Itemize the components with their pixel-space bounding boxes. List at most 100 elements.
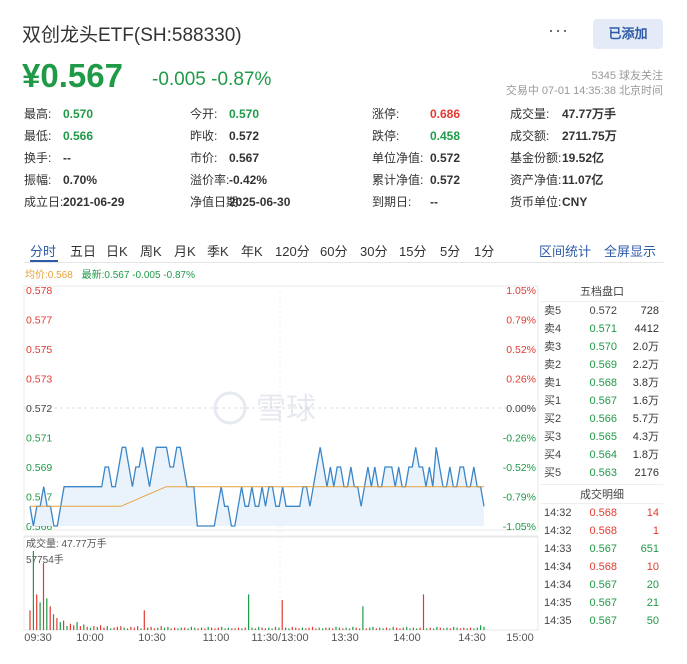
trade-details-title: 成交明细 xyxy=(541,484,663,504)
x-tick: 14:00 xyxy=(393,632,421,644)
tab-8[interactable]: 60分 xyxy=(320,241,347,260)
order-book-level: 买4 xyxy=(544,446,561,464)
y-pct-tick: 0.26% xyxy=(506,374,536,386)
trade-status: 交易中 07-01 14:35:38 北京时间 xyxy=(506,82,663,98)
tab-0[interactable]: 分时 xyxy=(30,241,56,260)
order-book-row: 卖3 0.570 2.0万 xyxy=(541,338,663,356)
tab-3[interactable]: 周K xyxy=(140,241,162,260)
trade-time: 14:33 xyxy=(544,540,572,558)
quote-label: 货币单位: xyxy=(510,194,561,210)
quote-value: 11.07亿 xyxy=(562,172,603,188)
tab-9[interactable]: 30分 xyxy=(360,241,387,260)
trade-price: 0.567 xyxy=(587,540,617,558)
trade-qty: 20 xyxy=(647,576,659,594)
order-book-qty: 1.6万 xyxy=(633,392,659,410)
y-price-tick: 0.578 xyxy=(26,285,52,297)
trade-row: 14:33 0.567 651 xyxy=(541,540,663,558)
interval-stats-link[interactable]: 区间统计 xyxy=(539,241,591,260)
more-options-button[interactable]: ··· xyxy=(548,22,569,38)
tab-4[interactable]: 月K xyxy=(174,241,196,260)
y-price-tick: 0.577 xyxy=(26,315,52,327)
order-book-price: 0.566 xyxy=(587,410,617,428)
tab-1[interactable]: 五日 xyxy=(70,241,96,260)
order-book-row: 买2 0.566 5.7万 xyxy=(541,410,663,428)
tab-10[interactable]: 15分 xyxy=(399,241,426,260)
active-tab-underline xyxy=(30,260,58,262)
x-tick: 15:00 xyxy=(506,632,534,644)
tab-5[interactable]: 季K xyxy=(207,241,229,260)
trade-row: 14:32 0.568 1 xyxy=(541,522,663,540)
y-price-tick: 0.571 xyxy=(26,433,52,445)
follower-count[interactable]: 5345 球友关注 xyxy=(591,67,663,83)
volume-max-label: 57754手 xyxy=(26,553,64,566)
order-book-row: 卖4 0.571 4412 xyxy=(541,320,663,338)
order-book-qty: 1.8万 xyxy=(633,446,659,464)
tab-12[interactable]: 1分 xyxy=(474,241,494,260)
order-book-level: 买2 xyxy=(544,410,561,428)
current-price: ¥0.567 xyxy=(22,56,123,96)
quote-value: 2711.75万 xyxy=(562,128,617,144)
order-book-qty: 4412 xyxy=(635,320,659,338)
x-tick: 14:30 xyxy=(458,632,486,644)
order-book-level: 卖2 xyxy=(544,356,561,374)
trade-qty: 14 xyxy=(647,504,659,522)
x-tick: 10:00 xyxy=(76,632,104,644)
trade-time: 14:32 xyxy=(544,504,572,522)
trade-qty: 10 xyxy=(647,558,659,576)
trade-row: 14:32 0.568 14 xyxy=(541,504,663,522)
tab-11[interactable]: 5分 xyxy=(440,241,460,260)
quote-label: 累计净值: xyxy=(372,172,423,188)
trade-price: 0.567 xyxy=(587,576,617,594)
trade-price: 0.568 xyxy=(587,504,617,522)
quote-label: 昨收: xyxy=(190,128,217,144)
quote-value: 0.572 xyxy=(430,172,460,188)
order-book-row: 买1 0.567 1.6万 xyxy=(541,392,663,410)
quote-label: 今开: xyxy=(190,106,217,122)
tab-7[interactable]: 120分 xyxy=(275,241,310,260)
y-pct-tick: -1.05% xyxy=(503,521,536,533)
intraday-chart[interactable]: 0.578 0.577 0.575 0.573 0.572 0.571 0.569 0.567… xyxy=(0,278,540,664)
quote-value: 2021-06-29 xyxy=(63,194,124,210)
order-book-qty: 2176 xyxy=(635,464,659,482)
quote-label: 振幅: xyxy=(24,172,51,188)
trade-price: 0.568 xyxy=(587,522,617,540)
order-book-level: 卖3 xyxy=(544,338,561,356)
trade-details: 成交明细 14:32 0.568 14 14:32 0.568 1 14:33 0.567 65… xyxy=(541,484,663,630)
trade-price: 0.567 xyxy=(587,612,617,630)
quote-value: 0.686 xyxy=(430,106,460,122)
tab-2[interactable]: 日K xyxy=(106,241,128,260)
y-price-tick: 0.567 xyxy=(26,492,52,504)
order-book-level: 卖5 xyxy=(544,302,561,320)
order-book-price: 0.568 xyxy=(587,374,617,392)
quote-label: 成立日: xyxy=(24,194,63,210)
tab-6[interactable]: 年K xyxy=(241,241,263,260)
trade-price: 0.568 xyxy=(587,558,617,576)
order-book-price: 0.569 xyxy=(587,356,617,374)
order-book-price: 0.564 xyxy=(587,446,617,464)
trade-time: 14:32 xyxy=(544,522,572,540)
trade-qty: 1 xyxy=(653,522,659,540)
trade-time: 14:35 xyxy=(544,594,572,612)
fullscreen-link[interactable]: 全屏显示 xyxy=(604,241,656,260)
quote-label: 市价: xyxy=(190,150,217,166)
quote-value: CNY xyxy=(562,194,587,210)
price-change: -0.005 -0.87% xyxy=(152,69,271,91)
quote-value: 2025-06-30 xyxy=(229,194,290,210)
volume-label: 成交量: 47.77万手 xyxy=(26,537,107,550)
order-book-qty: 5.7万 xyxy=(633,410,659,428)
quote-label: 成交额: xyxy=(510,128,549,144)
order-book-row: 买3 0.565 4.3万 xyxy=(541,428,663,446)
added-watchlist-button[interactable]: 已添加 xyxy=(593,19,663,49)
quote-value: -- xyxy=(63,150,71,166)
order-book-row: 卖2 0.569 2.2万 xyxy=(541,356,663,374)
order-book-level: 卖1 xyxy=(544,374,561,392)
quote-value: 0.566 xyxy=(63,128,93,144)
trade-time: 14:34 xyxy=(544,576,572,594)
quote-value: 19.52亿 xyxy=(562,150,604,166)
x-tick: 10:30 xyxy=(138,632,166,644)
y-price-tick: 0.575 xyxy=(26,344,52,356)
trade-price: 0.567 xyxy=(587,594,617,612)
order-book-price: 0.572 xyxy=(587,302,617,320)
order-book-level: 买3 xyxy=(544,428,561,446)
quote-label: 跌停: xyxy=(372,128,399,144)
